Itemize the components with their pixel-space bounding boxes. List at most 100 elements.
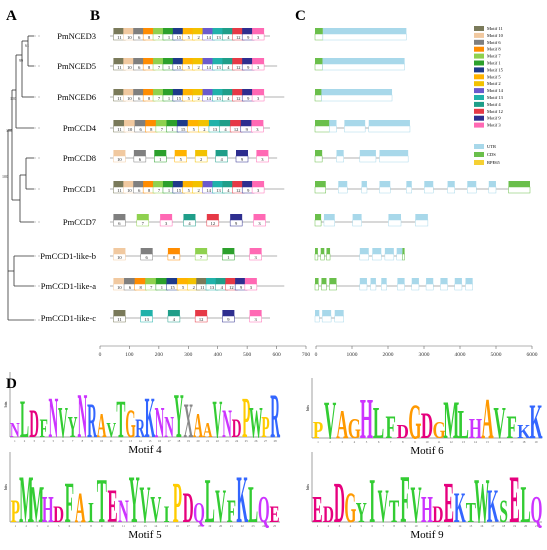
utr-block-bottom — [329, 125, 337, 133]
logo-position-number: 20 — [524, 524, 528, 528]
logo-letter: A — [481, 388, 493, 452]
motif-box-top — [219, 120, 232, 126]
utr-block-bottom — [372, 253, 382, 261]
utr-block-top — [396, 248, 403, 254]
motif-box-top — [215, 150, 228, 156]
logo-position-number: 23 — [225, 439, 229, 443]
motif-box-top — [192, 181, 205, 187]
motif-box-top — [253, 214, 266, 220]
motif-box-bottom — [251, 63, 265, 71]
logo-position-number: 24 — [235, 439, 239, 443]
legend-swatch — [474, 88, 484, 94]
logo-letter: E — [510, 461, 520, 537]
motif-box-top — [153, 58, 166, 64]
motif-box-bottom — [113, 155, 126, 163]
motif-box-bottom — [235, 155, 249, 163]
motif-box-bottom — [113, 253, 126, 261]
motif-box-top — [182, 181, 195, 187]
cds-block-top — [315, 58, 323, 64]
motif-box-top — [235, 278, 248, 284]
logo-letter: N — [77, 380, 87, 451]
motif-box-top — [244, 278, 257, 284]
gene-tick-label: 5000 — [491, 352, 502, 358]
motif-box-top — [123, 28, 136, 34]
utr-block-bottom — [411, 283, 420, 291]
logo-position-number: 19 — [208, 524, 212, 528]
logo-letter: I — [369, 466, 375, 536]
utr-block-bottom — [488, 186, 497, 194]
motif-box-top — [153, 181, 166, 187]
motif-box-top — [182, 28, 195, 34]
logo-letter: G — [344, 483, 356, 531]
logo-letter: G — [348, 414, 361, 446]
logo-position-number: 19 — [513, 524, 517, 528]
cds-block-bottom — [314, 63, 323, 71]
logo-letter: T — [389, 492, 399, 529]
motif-box-bottom — [251, 33, 265, 41]
motif-box-top — [212, 181, 225, 187]
logo-position-number: 15 — [486, 440, 490, 444]
logo-position-number: 25 — [273, 524, 277, 528]
logo-position-number: 7 — [390, 440, 392, 444]
logo-letter: F — [65, 471, 74, 535]
motif-number: 3 — [257, 35, 260, 40]
logo-position-number: 8 — [82, 439, 84, 443]
motif-box-top — [162, 89, 175, 95]
motif-box-top — [143, 58, 156, 64]
motif-box-bottom — [194, 155, 208, 163]
motif-number: 12 — [236, 96, 241, 101]
logo-letter: F — [227, 492, 236, 529]
motif-box-top — [242, 181, 255, 187]
legend-label: Motif 8 — [487, 47, 501, 52]
utr-block-top — [352, 214, 362, 220]
legend-label: Motif 15 — [487, 67, 504, 72]
motif-box-top — [145, 278, 158, 284]
logo-letter: D — [334, 471, 345, 535]
motif-number: 9 — [247, 96, 250, 101]
motif-number: 12 — [236, 188, 241, 193]
logo-position-number: 9 — [101, 524, 103, 528]
motif-number: 13 — [213, 127, 218, 132]
legend-label: Motif 11 — [487, 26, 503, 31]
logo-letter: S — [499, 492, 508, 529]
motif-box-top — [249, 248, 262, 254]
gene-name: PmCCD1-like-c — [41, 313, 96, 323]
logo-letter: V — [106, 418, 116, 442]
utr-block-bottom — [344, 125, 366, 133]
utr-block-bottom — [381, 283, 387, 291]
utr-block-top — [322, 28, 407, 34]
motif-box-bottom — [159, 219, 173, 227]
motif-box-top — [172, 58, 185, 64]
motif-box-top — [192, 89, 205, 95]
legend-swatch — [474, 60, 484, 66]
cds-block-top — [402, 248, 405, 254]
logo-position-number: 10 — [100, 439, 104, 443]
logo-letter: D — [29, 402, 39, 446]
cds-block-bottom — [314, 125, 330, 133]
motif-number: 3 — [257, 65, 260, 70]
logo-letter: L — [248, 476, 258, 534]
legend-swatch — [474, 53, 484, 59]
logo-letter: L — [20, 389, 29, 449]
motif-box-top — [162, 28, 175, 34]
motif-box-top — [195, 310, 208, 316]
logo-position-number: 26 — [254, 439, 258, 443]
motif-number: 4 — [227, 188, 230, 193]
logo-letter: L — [205, 466, 215, 536]
motif-number: 15 — [170, 285, 175, 290]
legend-swatch — [474, 67, 484, 73]
logo-letter: G — [433, 416, 446, 444]
motif-tick-label: 100 — [125, 352, 134, 358]
cds-block-top — [320, 248, 325, 254]
motif-box-top — [230, 214, 243, 220]
motif-number: 13 — [144, 317, 149, 322]
motif-number: 11 — [117, 127, 121, 132]
motif-box-top — [167, 248, 180, 254]
motif-number: 3 — [165, 221, 168, 226]
gene-tick-label: 0 — [315, 352, 318, 358]
logo-letter: D — [183, 483, 194, 531]
motif-box-top — [177, 120, 190, 126]
motif-number: 3 — [250, 285, 253, 290]
utr-block-bottom — [397, 283, 405, 291]
motif-box-top — [162, 58, 175, 64]
